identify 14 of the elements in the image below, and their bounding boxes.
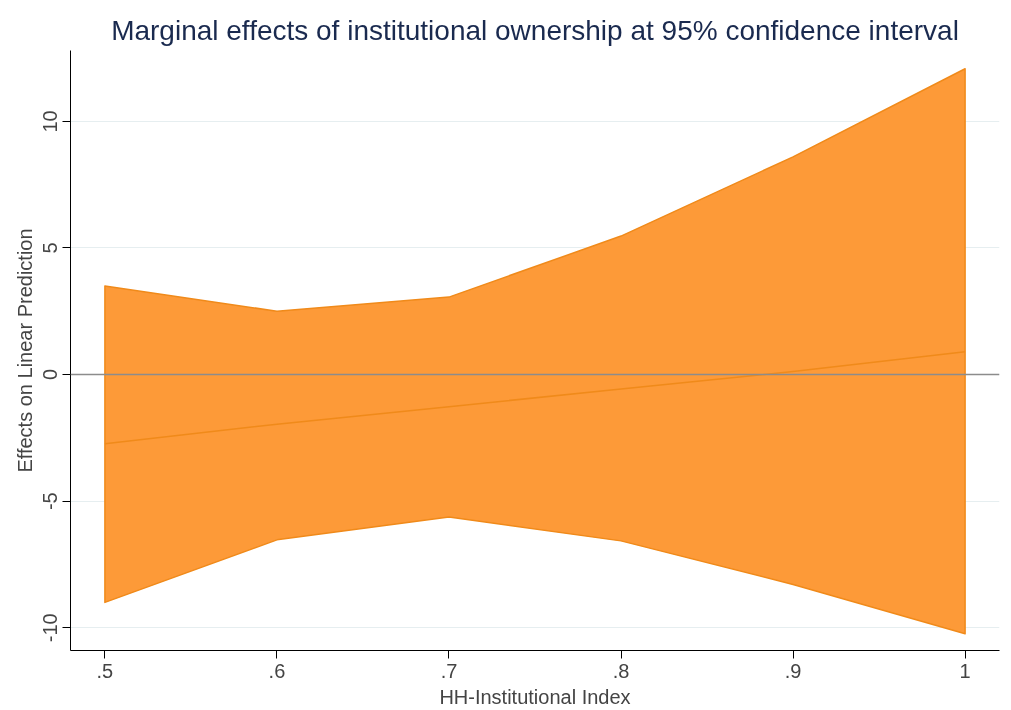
chart-title: Marginal effects of institutional ownership at 95% confidence interval xyxy=(111,14,959,46)
x-axis-title: HH-Institutional Index xyxy=(439,685,631,708)
y-tick-label: -5 xyxy=(39,492,62,511)
x-tick-label: 1 xyxy=(959,659,971,682)
x-tick-label: .6 xyxy=(268,659,286,682)
x-tick-label: .8 xyxy=(612,659,630,682)
y-tick-label: 5 xyxy=(39,242,62,254)
x-tick-label: .7 xyxy=(440,659,458,682)
y-tick-label: 10 xyxy=(39,110,62,133)
y-axis-title: Effects on Linear Prediction xyxy=(13,228,36,473)
x-tick-label: .9 xyxy=(784,659,802,682)
x-tick-label: .5 xyxy=(96,659,114,682)
y-tick-label: 0 xyxy=(39,368,62,381)
y-tick-label: -10 xyxy=(39,613,62,643)
